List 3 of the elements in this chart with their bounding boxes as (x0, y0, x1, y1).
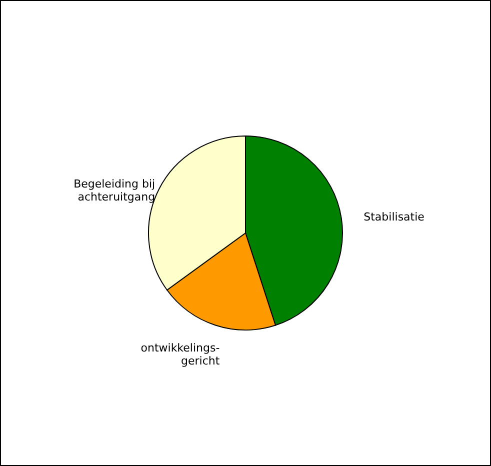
slice-label: ontwikkelings- gericht (140, 342, 220, 368)
slice-label: Begeleiding bij achteruitgang (74, 178, 156, 204)
slice-label: Stabilisatie (364, 210, 425, 224)
